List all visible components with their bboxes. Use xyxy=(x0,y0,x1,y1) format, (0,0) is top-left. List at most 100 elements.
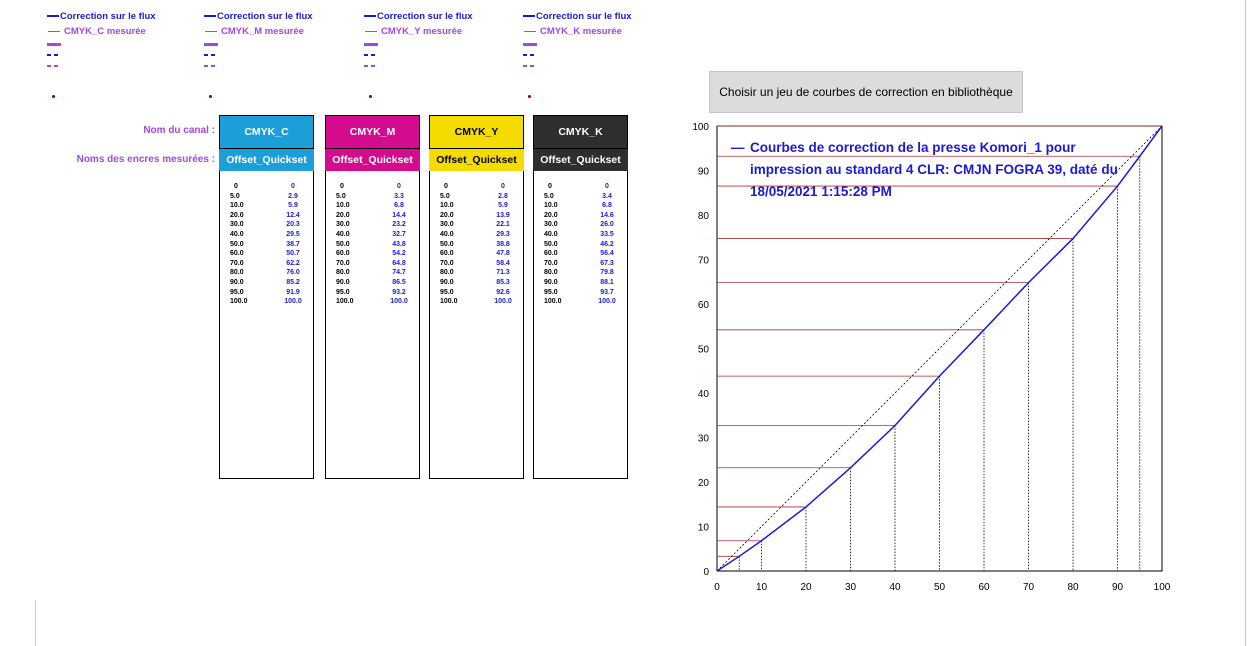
y-tick-label: 30 xyxy=(698,434,710,445)
y-tick-label: 40 xyxy=(698,389,710,400)
corrected-value: 0 xyxy=(397,183,401,190)
legend-flux-swatch xyxy=(523,15,535,18)
legend-thick-swatch xyxy=(523,39,683,50)
corrected-value: 0 xyxy=(605,183,609,190)
corrected-value: 54.2 xyxy=(392,250,406,258)
legend-measured-row: CMYK_K mesurée xyxy=(523,24,683,39)
input-value: 80.0 xyxy=(544,269,558,277)
legend-measured-swatch xyxy=(365,30,377,32)
legend-dot-marker xyxy=(369,95,372,98)
corrected-value: 58.4 xyxy=(496,259,510,267)
input-value: 10.0 xyxy=(336,202,350,210)
corrected-value: 67.3 xyxy=(600,259,614,267)
library-curves-button[interactable]: Choisir un jeu de courbes de correction … xyxy=(709,71,1023,113)
value-row: 80.0 74.7 xyxy=(336,268,414,278)
value-row: 100.0 100.0 xyxy=(440,297,518,307)
input-value: 5.0 xyxy=(336,192,346,200)
input-value: 0 xyxy=(234,183,238,190)
frame-border-left xyxy=(35,600,36,646)
corrected-value: 100.0 xyxy=(494,298,512,306)
corrected-value: 43.8 xyxy=(392,240,406,248)
input-value: 95.0 xyxy=(544,288,558,296)
value-row: 50.0 43.8 xyxy=(336,240,414,250)
legend-flux-label: Correction sur le flux xyxy=(536,11,632,22)
corrected-value: 0 xyxy=(501,183,505,190)
legend-flux-row: Correction sur le flux xyxy=(204,9,364,24)
ink-name-cell: Offset_Quickset xyxy=(429,149,524,171)
y-tick-label: 90 xyxy=(698,167,710,178)
value-row: 40.0 29.5 xyxy=(230,230,308,240)
input-value: 50.0 xyxy=(440,240,454,248)
input-value: 100.0 xyxy=(440,298,458,306)
legend-dot-marker xyxy=(528,95,531,98)
legend-dash-purple xyxy=(47,61,207,72)
corrected-value: 92.6 xyxy=(496,288,510,296)
corrected-value: 2.9 xyxy=(288,192,298,200)
x-tick-label: 80 xyxy=(1067,582,1079,593)
input-value: 95.0 xyxy=(336,288,350,296)
input-value: 70.0 xyxy=(230,259,244,267)
value-row: 5.0 2.8 xyxy=(440,192,518,202)
corrected-value: 32.7 xyxy=(392,230,406,238)
corrected-value: 0 xyxy=(291,183,295,190)
legend-dot-marker xyxy=(52,95,55,98)
x-tick-label: 0 xyxy=(714,582,720,593)
channel-column-cmyk-y: CMYK_Y Offset_Quickset 0 0 5.0 2.8 10.0 5.9 20.0… xyxy=(429,115,524,479)
corrected-value: 100.0 xyxy=(284,298,302,306)
legend-measured-label: CMYK_C mesurée xyxy=(64,26,146,37)
reference-diagonal xyxy=(716,125,1163,572)
value-table: 0 0 5.0 2.8 10.0 5.9 20.0 13.9 30.0 22.1 40.0 29.3 5… xyxy=(440,182,518,307)
x-tick-label: 10 xyxy=(756,582,768,593)
input-value: 95.0 xyxy=(440,288,454,296)
input-value: 20.0 xyxy=(336,211,350,219)
value-row: 50.0 46.2 xyxy=(544,240,622,250)
input-value: 5.0 xyxy=(544,192,554,200)
value-row: 70.0 62.2 xyxy=(230,259,308,269)
legend-flux-row: Correction sur le flux xyxy=(364,9,524,24)
legend-group-k: Correction sur le flux CMYK_K mesurée xyxy=(523,9,683,72)
input-value: 80.0 xyxy=(336,269,350,277)
value-row: 90.0 85.3 xyxy=(440,278,518,288)
ink-names-label: Noms des encres mesurées : xyxy=(76,154,215,165)
legend-thick-swatch xyxy=(204,39,364,50)
input-value: 30.0 xyxy=(440,221,454,229)
channel-name-cell: CMYK_K xyxy=(533,115,628,149)
legend-group-c: Correction sur le flux CMYK_C mesurée xyxy=(47,9,207,72)
corrected-value: 5.9 xyxy=(498,202,508,210)
corrected-value: 33.5 xyxy=(600,230,614,238)
value-row: 100.0 100.0 xyxy=(336,297,414,307)
corrected-value: 100.0 xyxy=(390,298,408,306)
value-row: 60.0 47.8 xyxy=(440,249,518,259)
value-row: 10.0 5.9 xyxy=(440,201,518,211)
y-tick-label: 80 xyxy=(698,211,710,222)
value-row: 100.0 100.0 xyxy=(230,297,308,307)
legend-dot-marker xyxy=(209,95,212,98)
legend-flux-swatch xyxy=(204,15,216,18)
input-value: 30.0 xyxy=(336,221,350,229)
value-row: 20.0 12.4 xyxy=(230,211,308,221)
value-row: 80.0 71.3 xyxy=(440,268,518,278)
corrected-value: 56.4 xyxy=(600,250,614,258)
corrected-value: 3.3 xyxy=(394,192,404,200)
input-value: 60.0 xyxy=(544,250,558,258)
channel-name-cell: CMYK_C xyxy=(219,115,314,149)
legend-measured-label: CMYK_M mesurée xyxy=(221,26,304,37)
corrected-value: 12.4 xyxy=(286,211,300,219)
value-row: 80.0 79.8 xyxy=(544,268,622,278)
input-value: 20.0 xyxy=(230,211,244,219)
value-row: 50.0 38.7 xyxy=(230,240,308,250)
legend-flux-label: Correction sur le flux xyxy=(377,11,473,22)
value-row: 70.0 64.8 xyxy=(336,259,414,269)
corrected-value: 74.7 xyxy=(392,269,406,277)
input-value: 40.0 xyxy=(440,230,454,238)
legend-group-m: Correction sur le flux CMYK_M mesurée xyxy=(204,9,364,72)
value-row: 95.0 91.9 xyxy=(230,288,308,298)
input-value: 50.0 xyxy=(336,240,350,248)
y-tick-label: 10 xyxy=(698,523,710,534)
input-value: 100.0 xyxy=(336,298,354,306)
legend-thick-swatch xyxy=(47,39,207,50)
legend-flux-row: Correction sur le flux xyxy=(47,9,207,24)
